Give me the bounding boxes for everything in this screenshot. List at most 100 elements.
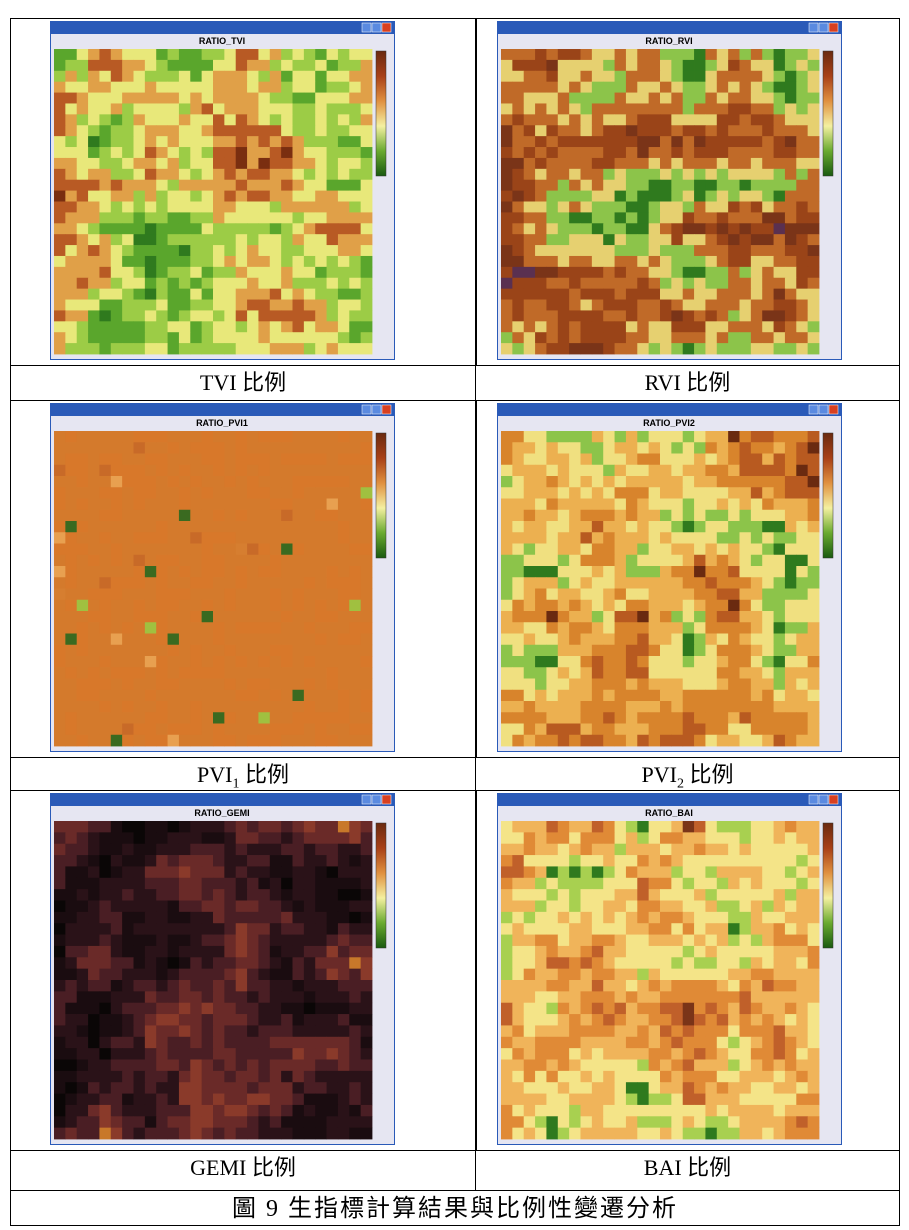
pixel bbox=[728, 201, 740, 213]
pixel bbox=[213, 310, 225, 322]
pixel bbox=[796, 81, 809, 93]
pixel bbox=[625, 1048, 638, 1060]
pixel bbox=[535, 1082, 547, 1094]
pixel bbox=[648, 453, 661, 466]
pixel bbox=[546, 734, 559, 747]
pixel bbox=[360, 900, 373, 913]
pixel bbox=[694, 179, 706, 192]
pixel bbox=[728, 168, 740, 181]
pixel bbox=[201, 1093, 214, 1106]
pixel bbox=[133, 310, 146, 322]
pixel bbox=[762, 543, 774, 556]
pixel bbox=[122, 566, 134, 578]
pixel bbox=[694, 288, 706, 300]
pixel bbox=[603, 212, 615, 224]
pixel bbox=[54, 656, 66, 668]
pixel bbox=[326, 1025, 339, 1038]
pixel bbox=[292, 911, 305, 924]
pixel bbox=[671, 147, 684, 159]
pixel bbox=[235, 900, 248, 913]
pixel bbox=[705, 498, 718, 511]
pixel bbox=[360, 1048, 373, 1060]
pixel bbox=[535, 678, 547, 691]
pixel bbox=[546, 103, 559, 115]
pixel bbox=[557, 843, 570, 856]
pixel bbox=[501, 70, 513, 83]
pixel bbox=[614, 1093, 627, 1106]
pixel bbox=[190, 59, 203, 72]
pixel bbox=[178, 554, 191, 567]
pixel bbox=[258, 147, 271, 159]
pixel bbox=[546, 332, 559, 344]
pixel bbox=[523, 667, 536, 679]
pixel bbox=[728, 1116, 740, 1129]
pixel bbox=[213, 223, 225, 235]
pixel bbox=[682, 201, 695, 213]
pixel bbox=[76, 487, 89, 499]
pixel bbox=[133, 136, 146, 148]
pixel bbox=[694, 92, 706, 104]
pixel bbox=[122, 855, 134, 867]
pixel bbox=[65, 521, 78, 533]
pixel bbox=[716, 255, 729, 268]
pixel bbox=[258, 843, 271, 856]
pixel bbox=[739, 343, 752, 355]
pixel bbox=[512, 554, 525, 567]
pixel bbox=[682, 991, 695, 1004]
pixel bbox=[546, 1059, 559, 1072]
pixel bbox=[258, 476, 271, 488]
pixel bbox=[614, 70, 627, 83]
pixel bbox=[762, 49, 774, 61]
pixel bbox=[258, 832, 271, 845]
pixel bbox=[603, 1048, 615, 1060]
pixel bbox=[144, 622, 157, 634]
pixel bbox=[213, 266, 225, 279]
pixel bbox=[750, 611, 763, 623]
pixel bbox=[807, 532, 820, 544]
pixel bbox=[281, 945, 293, 958]
pixel bbox=[591, 288, 604, 300]
pixel bbox=[648, 299, 661, 311]
pixel bbox=[694, 431, 706, 443]
pixel bbox=[773, 59, 786, 72]
pixel bbox=[133, 855, 146, 867]
pixel bbox=[614, 633, 627, 646]
pixel bbox=[235, 464, 248, 477]
pixel bbox=[728, 288, 740, 300]
pixel bbox=[235, 59, 248, 72]
pixel bbox=[201, 945, 214, 958]
pixel bbox=[76, 1002, 89, 1015]
pixel bbox=[523, 147, 536, 159]
pixel bbox=[694, 1025, 706, 1038]
pixel bbox=[694, 667, 706, 679]
pixel bbox=[682, 453, 695, 466]
pixel bbox=[728, 689, 740, 702]
pixel bbox=[167, 832, 180, 845]
title-bar bbox=[498, 794, 841, 806]
caption: PVI1 比例 bbox=[10, 757, 476, 791]
pixel bbox=[728, 911, 740, 924]
pixel bbox=[337, 103, 350, 115]
pixel bbox=[133, 70, 146, 83]
pixel bbox=[190, 644, 203, 657]
pixel bbox=[773, 288, 786, 300]
pixel bbox=[247, 498, 259, 511]
pixel bbox=[750, 734, 763, 747]
pixel bbox=[292, 843, 305, 856]
pixel bbox=[784, 266, 797, 279]
pixel bbox=[269, 464, 282, 477]
pixel bbox=[349, 577, 362, 589]
pixel bbox=[201, 723, 214, 736]
pixel bbox=[557, 968, 570, 981]
pixel bbox=[144, 934, 157, 947]
pixel bbox=[337, 667, 350, 679]
pixel bbox=[326, 1104, 339, 1117]
pixel bbox=[648, 644, 661, 657]
pixel bbox=[705, 667, 718, 679]
pixel bbox=[65, 147, 78, 159]
pixel bbox=[281, 521, 293, 533]
pixel bbox=[54, 900, 66, 913]
pixel bbox=[501, 277, 513, 290]
pixel bbox=[281, 980, 293, 992]
pixel bbox=[54, 821, 66, 833]
